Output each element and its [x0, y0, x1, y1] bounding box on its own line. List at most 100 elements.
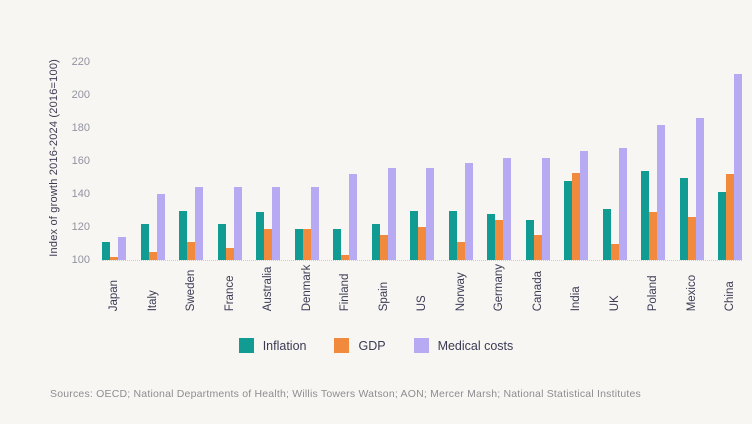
bar-group-india	[564, 56, 588, 260]
x-label-text: US	[416, 295, 428, 312]
x-label-sweden: Sweden	[179, 264, 203, 312]
bar-inflation-australia	[256, 212, 264, 260]
bar-inflation-mexico	[679, 177, 688, 260]
legend-label: Inflation	[262, 338, 307, 353]
legend: Inflation GDP Medical costs	[0, 338, 752, 353]
bar-inflation-denmark	[294, 228, 303, 260]
bar-group-poland	[641, 56, 665, 260]
x-label-india: India	[564, 264, 588, 311]
bar-medical-costs-norway	[464, 162, 473, 260]
plot-area	[102, 56, 742, 261]
x-label-us: US	[410, 264, 434, 311]
bar-medical-costs-china	[734, 73, 742, 260]
bar-group-canada	[525, 56, 550, 260]
bar-medical-costs-italy	[156, 194, 165, 260]
x-label-text: Germany	[493, 264, 505, 312]
bar-gdp-us	[418, 227, 426, 260]
y-tick-200: 200	[71, 89, 90, 101]
bar-gdp-norway	[456, 241, 465, 260]
y-axis-title-text: Index of growth 2016-2024 (2016=100)	[48, 59, 60, 257]
bar-inflation-japan	[102, 241, 110, 260]
x-label-text: India	[570, 286, 582, 312]
x-label-italy: Italy	[141, 264, 165, 311]
bar-inflation-us	[410, 210, 418, 260]
x-label-text: Sweden	[185, 269, 197, 312]
x-label-text: Japan	[108, 279, 120, 312]
bar-gdp-sweden	[187, 241, 195, 260]
bar-medical-costs-spain	[387, 167, 396, 260]
bar-medical-costs-india	[580, 151, 588, 260]
x-label-text: Spain	[377, 281, 390, 312]
bar-inflation-sweden	[179, 210, 187, 260]
bar-inflation-italy	[140, 223, 149, 260]
bar-inflation-germany	[487, 213, 495, 260]
bar-group-us	[410, 56, 434, 260]
bar-inflation-india	[564, 180, 572, 260]
y-tick-160: 160	[71, 155, 90, 167]
bar-inflation-norway	[448, 210, 457, 260]
bar-group-finland	[333, 56, 357, 260]
bar-medical-costs-france	[233, 187, 242, 260]
bar-group-italy	[140, 56, 165, 260]
bar-inflation-spain	[371, 223, 380, 260]
bar-inflation-finland	[333, 228, 341, 260]
legend-item-gdp: GDP	[334, 338, 386, 353]
bar-gdp-denmark	[302, 228, 311, 260]
x-label-spain: Spain	[372, 264, 396, 311]
x-label-text: UK	[608, 295, 621, 312]
bar-gdp-poland	[649, 212, 657, 260]
bar-medical-costs-mexico	[695, 118, 704, 260]
x-label-france: France	[218, 264, 242, 312]
x-label-text: Italy	[146, 290, 159, 312]
bar-medical-costs-australia	[272, 187, 280, 260]
x-label-germany: Germany	[487, 264, 511, 311]
x-label-uk: UK	[603, 264, 627, 311]
x-label-china: China	[718, 264, 742, 311]
y-tick-220: 220	[71, 56, 90, 68]
x-label-text: China	[724, 281, 736, 312]
x-label-australia: Australia	[256, 264, 280, 312]
bar-medical-costs-finland	[349, 174, 357, 260]
y-tick-180: 180	[71, 122, 90, 134]
legend-label: Medical costs	[437, 338, 514, 353]
bar-medical-costs-poland	[657, 124, 665, 260]
bar-medical-costs-germany	[503, 157, 511, 260]
x-label-denmark: Denmark	[295, 264, 319, 312]
bar-group-australia	[256, 56, 280, 260]
bar-gdp-canada	[533, 235, 542, 260]
bar-gdp-france	[225, 248, 234, 260]
x-axis-labels: Japan Italy Sweden France Australia Denmark Fi…	[102, 264, 742, 311]
legend-swatch-gdp	[334, 338, 350, 353]
legend-swatch-medical-costs	[413, 338, 429, 353]
bar-group-spain	[371, 56, 396, 260]
bar-group-uk	[602, 56, 627, 260]
x-label-japan: Japan	[102, 264, 126, 311]
x-label-text: Australia	[262, 266, 274, 312]
bar-group-denmark	[294, 56, 319, 260]
bar-medical-costs-denmark	[310, 187, 319, 260]
x-label-text: France	[223, 275, 236, 312]
bar-gdp-italy	[148, 251, 157, 260]
bar-medical-costs-japan	[118, 236, 126, 260]
x-label-mexico: Mexico	[680, 264, 704, 311]
x-label-norway: Norway	[449, 264, 473, 311]
bar-inflation-china	[718, 192, 726, 260]
x-label-finland: Finland	[333, 264, 357, 312]
x-label-canada: Canada	[526, 264, 550, 311]
bar-group-norway	[448, 56, 473, 260]
y-tick-100: 100	[71, 254, 90, 266]
legend-label: GDP	[358, 338, 386, 353]
bar-inflation-poland	[641, 170, 649, 260]
bar-group-mexico	[679, 56, 704, 260]
bar-group-china	[718, 56, 742, 260]
bar-gdp-japan	[110, 256, 118, 260]
bar-medical-costs-uk	[618, 147, 627, 260]
x-label-text: Finland	[339, 273, 351, 312]
bar-inflation-france	[217, 223, 226, 260]
bar-group-france	[217, 56, 242, 260]
bar-medical-costs-us	[426, 167, 434, 260]
bar-inflation-canada	[525, 220, 534, 260]
x-label-poland: Poland	[641, 264, 665, 311]
bar-gdp-mexico	[687, 217, 696, 260]
